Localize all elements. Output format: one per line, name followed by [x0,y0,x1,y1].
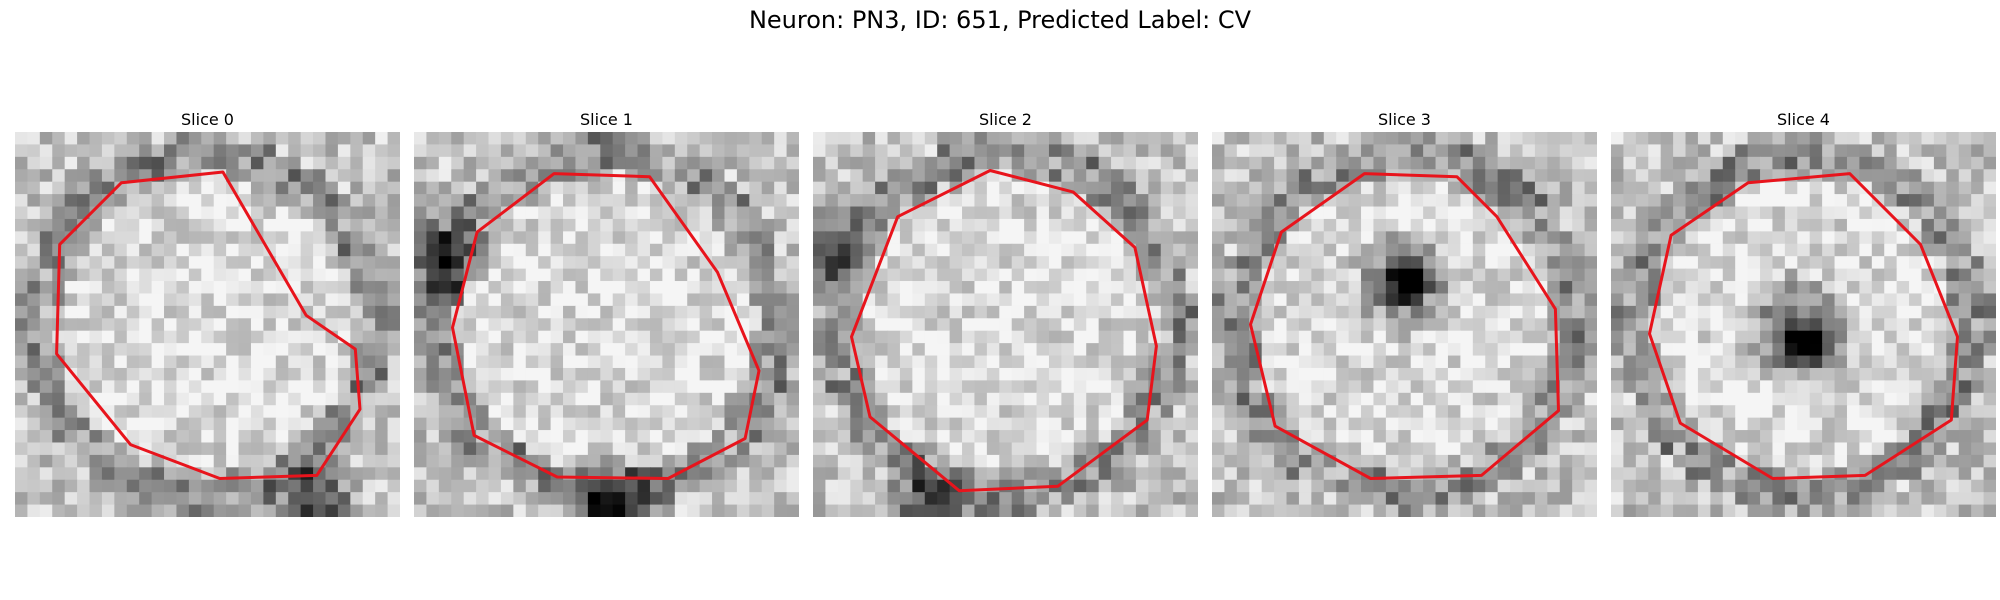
slice-title: Slice 0 [181,110,234,129]
slice-image [1611,132,1996,517]
slice-panel-3: Slice 3 [1212,108,1597,517]
slice-title: Slice 4 [1777,110,1830,129]
slice-panel-4: Slice 4 [1611,108,1996,517]
segmentation-contour [1249,172,1560,480]
slice-image [414,132,799,517]
slice-title: Slice 1 [580,110,633,129]
slice-panel-1: Slice 1 [414,108,799,517]
segmentation-contour [850,169,1158,493]
slice-title: Slice 2 [979,110,1032,129]
slice-panel-0: Slice 0 [15,108,400,517]
slice-image [813,132,1198,517]
segmentation-contour [451,172,761,480]
slice-panel-2: Slice 2 [813,108,1198,517]
figure-title: Neuron: PN3, ID: 651, Predicted Label: C… [748,6,1252,34]
slice-image [15,132,400,517]
segmentation-contour [55,170,362,480]
segmentation-contour [1648,172,1959,480]
slice-image [1212,132,1597,517]
slice-title: Slice 3 [1378,110,1431,129]
